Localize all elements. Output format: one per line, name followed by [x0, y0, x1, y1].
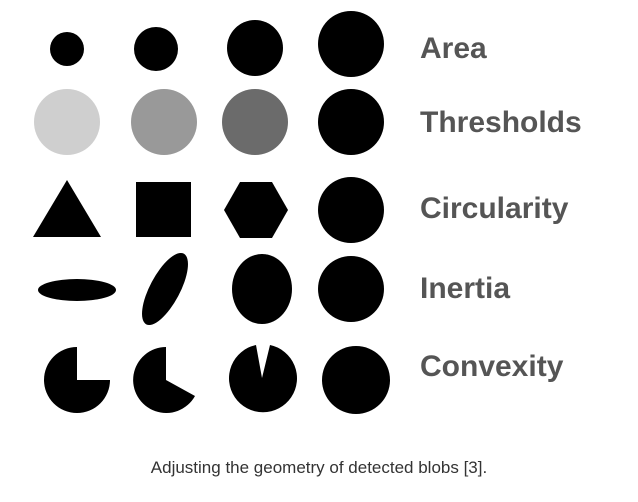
wedge-cut-blob — [133, 347, 195, 413]
hexagon-blob — [224, 182, 288, 238]
row-label-area: Area — [420, 32, 487, 65]
row-label-thresholds: Thresholds — [420, 106, 582, 139]
area-row — [50, 11, 384, 77]
thresholds-row — [34, 89, 384, 155]
threshold-mid-blob — [131, 89, 197, 155]
triangle-blob — [33, 180, 101, 237]
thin-ellipse-blob — [38, 279, 116, 301]
blob-filter-figure: Area Thresholds Circularity Inertia Conv… — [33, 11, 582, 414]
inertia-circle-blob — [318, 256, 384, 322]
quarter-cut-blob — [44, 347, 110, 413]
square-blob — [136, 182, 191, 237]
area-large-blob — [227, 20, 283, 76]
threshold-dark-blob — [222, 89, 288, 155]
area-small-blob — [50, 32, 84, 66]
tilted-ellipse-blob — [142, 252, 188, 326]
row-label-circularity: Circularity — [420, 192, 569, 225]
inertia-row — [38, 252, 384, 326]
circularity-row — [33, 177, 384, 243]
oval-blob — [232, 254, 292, 324]
area-largest-blob — [318, 11, 384, 77]
threshold-light-blob — [34, 89, 100, 155]
circularity-circle-blob — [318, 177, 384, 243]
area-medium-blob — [134, 27, 178, 71]
row-label-inertia: Inertia — [420, 272, 511, 305]
convexity-row — [44, 345, 390, 414]
narrow-cut-blob — [229, 345, 297, 413]
convexity-full-blob — [322, 346, 390, 414]
figure-caption: Adjusting the geometry of detected blobs… — [150, 458, 488, 477]
blob-grid — [33, 11, 390, 414]
threshold-black-blob — [318, 89, 384, 155]
row-label-convexity: Convexity — [420, 350, 564, 383]
